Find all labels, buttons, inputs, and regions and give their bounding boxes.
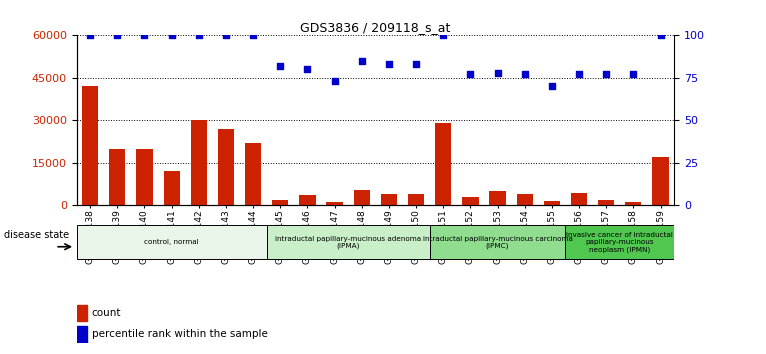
FancyBboxPatch shape <box>430 225 565 259</box>
Bar <box>245 143 261 205</box>
Bar <box>326 202 342 205</box>
Text: disease state: disease state <box>4 230 69 240</box>
Point <box>247 33 259 38</box>
Bar <box>163 171 180 205</box>
FancyBboxPatch shape <box>77 225 267 259</box>
Bar <box>136 149 152 205</box>
Bar <box>191 120 207 205</box>
Point <box>464 72 476 77</box>
Bar <box>272 200 289 205</box>
Point <box>355 58 368 64</box>
Bar <box>408 194 424 205</box>
Point <box>301 67 313 72</box>
Text: control, normal: control, normal <box>144 240 199 245</box>
Text: intraductal papillary-mucinous adenoma
(IPMA): intraductal papillary-mucinous adenoma (… <box>275 236 421 249</box>
Bar <box>435 123 451 205</box>
FancyBboxPatch shape <box>565 225 674 259</box>
Point <box>600 72 612 77</box>
Bar <box>489 191 506 205</box>
Point <box>165 33 178 38</box>
Point <box>220 33 232 38</box>
Point <box>274 63 286 69</box>
Point <box>329 79 341 84</box>
Point <box>627 72 640 77</box>
Bar <box>598 200 614 205</box>
Point <box>410 62 422 67</box>
Title: GDS3836 / 209118_s_at: GDS3836 / 209118_s_at <box>300 21 450 34</box>
Point <box>519 72 531 77</box>
Point <box>573 72 585 77</box>
Text: invasive cancer of intraductal
papillary-mucinous
neoplasm (IPMN): invasive cancer of intraductal papillary… <box>566 232 673 253</box>
Point <box>437 33 450 38</box>
Bar <box>571 193 588 205</box>
Bar <box>653 157 669 205</box>
Bar <box>625 202 641 205</box>
Text: count: count <box>92 308 121 318</box>
Bar <box>354 190 370 205</box>
Bar <box>300 195 316 205</box>
Point <box>139 33 151 38</box>
Bar <box>516 194 533 205</box>
Point <box>545 84 558 89</box>
Bar <box>218 129 234 205</box>
Bar <box>110 149 126 205</box>
Text: intraductal papillary-mucinous carcinoma
(IPMC): intraductal papillary-mucinous carcinoma… <box>423 236 572 249</box>
Bar <box>77 326 87 343</box>
Text: percentile rank within the sample: percentile rank within the sample <box>92 330 267 339</box>
Bar <box>462 197 479 205</box>
Point <box>193 33 205 38</box>
Bar <box>82 86 98 205</box>
Point <box>84 33 97 38</box>
Bar <box>77 305 87 321</box>
Bar <box>544 201 560 205</box>
Bar <box>381 194 397 205</box>
Point <box>383 62 395 67</box>
Point <box>111 33 123 38</box>
Point <box>492 70 504 76</box>
Point <box>654 33 666 38</box>
FancyBboxPatch shape <box>267 225 430 259</box>
